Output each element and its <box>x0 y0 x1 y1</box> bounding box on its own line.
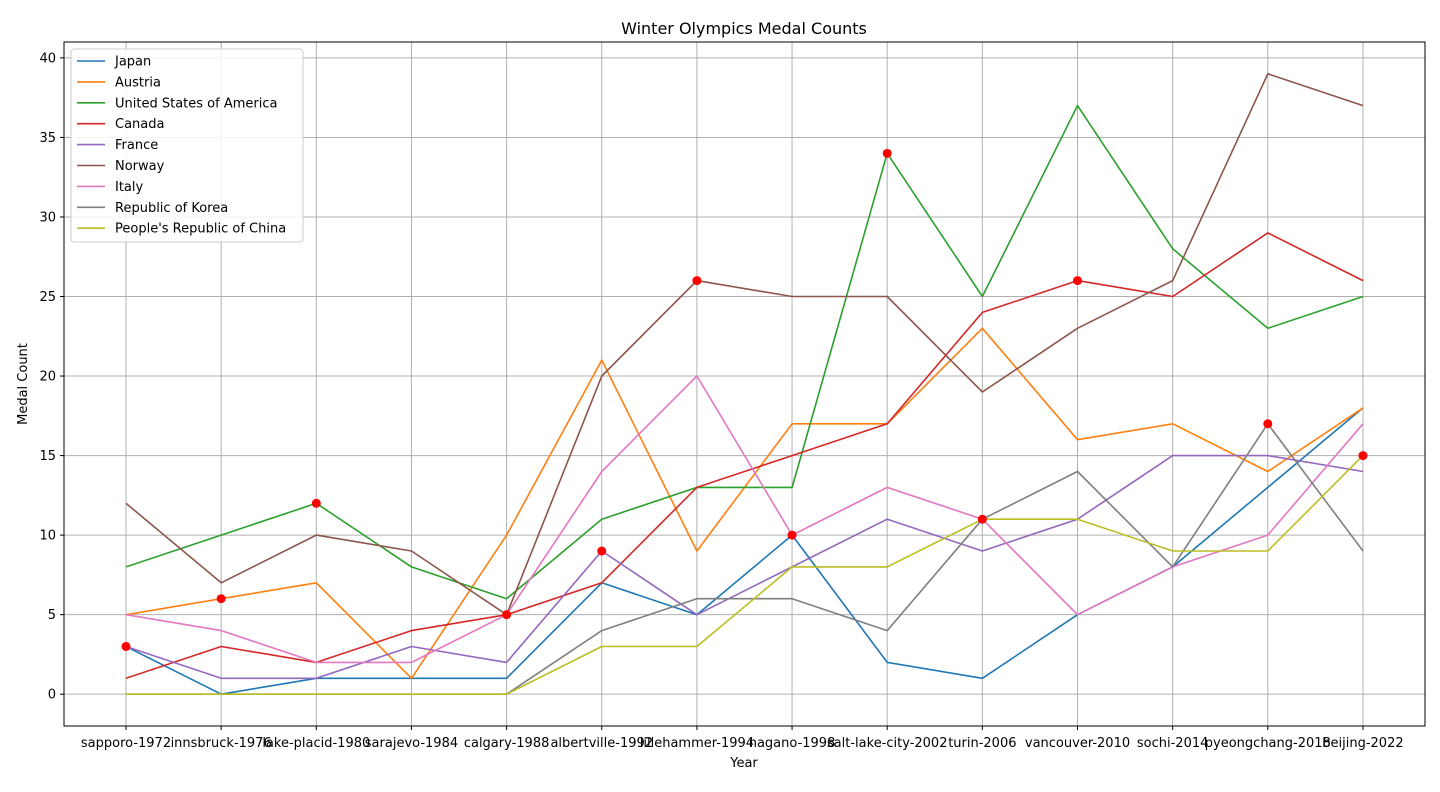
highlight-point <box>787 530 797 540</box>
y-tick-label: 0 <box>48 688 56 703</box>
legend-label: Austria <box>115 75 161 90</box>
x-tick-label: calgary-1988 <box>464 736 550 751</box>
x-tick-label: lake-placid-1980 <box>262 736 370 751</box>
x-tick-label: sochi-2014 <box>1137 736 1209 751</box>
series-line <box>125 454 1364 680</box>
legend-label: People's Republic of China <box>115 222 286 237</box>
legend-label: Republic of Korea <box>115 201 228 216</box>
y-tick-label: 40 <box>39 51 56 66</box>
series-line <box>125 73 1364 616</box>
x-tick-label: sapporo-1972 <box>81 736 171 751</box>
x-tick-label: turin-2006 <box>948 736 1016 751</box>
y-tick-label: 10 <box>39 529 56 544</box>
legend-box <box>70 48 304 243</box>
y-tick-label: 30 <box>39 210 56 225</box>
x-tick-label: pyeongchang-2018 <box>1205 736 1331 751</box>
legend-label: Italy <box>115 180 144 195</box>
x-tick-label: lillehammer-1994 <box>640 736 754 751</box>
x-tick-label: beijing-2022 <box>1322 736 1403 751</box>
y-tick-label: 15 <box>39 449 56 464</box>
legend-label: France <box>115 138 158 153</box>
highlight-point <box>1358 451 1368 461</box>
x-tick-label: innsbruck-1976 <box>171 736 272 751</box>
series-line <box>125 232 1364 680</box>
y-tick-label: 35 <box>39 131 56 146</box>
x-tick-label: salt-lake-city-2002 <box>827 736 948 751</box>
x-tick-label: nagano-1998 <box>749 736 836 751</box>
y-tick-label: 20 <box>39 370 56 385</box>
y-axis-ticks: 0 5 10 15 20 25 30 35 40 <box>39 51 64 703</box>
series-line <box>125 104 1364 600</box>
x-axis-ticks: sapporo-1972 innsbruck-1976lake-placid-19… <box>81 726 1404 751</box>
y-axis-label: Medal Count <box>16 343 31 425</box>
x-axis-label: Year <box>729 756 758 771</box>
series-line <box>126 422 1364 696</box>
x-tick-label: vancouver-2010 <box>1025 736 1130 751</box>
highlight-point <box>311 498 321 508</box>
legend-label: Norway <box>115 159 165 174</box>
highlight-point <box>121 641 131 651</box>
legend-label: United States of America <box>115 96 277 111</box>
legend: Japan Austria United States of America Cana… <box>70 48 304 243</box>
legend-label: Japan <box>114 55 151 70</box>
highlight-point <box>502 610 512 620</box>
series-line <box>126 455 1364 696</box>
y-tick-label: 5 <box>48 608 56 623</box>
chart-title: Winter Olympics Medal Counts <box>621 19 867 38</box>
series-lines <box>125 73 1364 696</box>
highlight-point <box>1263 419 1273 429</box>
series-line <box>125 375 1364 664</box>
highlight-points <box>121 148 1368 651</box>
x-tick-label: albertville-1992 <box>550 736 653 751</box>
highlight-point <box>1073 276 1082 286</box>
highlight-point <box>977 514 987 524</box>
plot-frame <box>63 41 1426 727</box>
highlight-point <box>882 148 892 158</box>
x-tick-label: sarajevo-1984 <box>365 736 458 751</box>
highlight-point <box>216 594 226 604</box>
series-line <box>125 327 1364 680</box>
y-tick-label: 25 <box>39 290 56 305</box>
legend-label: Canada <box>115 117 164 132</box>
highlight-point <box>692 276 702 286</box>
highlight-point <box>597 546 607 556</box>
